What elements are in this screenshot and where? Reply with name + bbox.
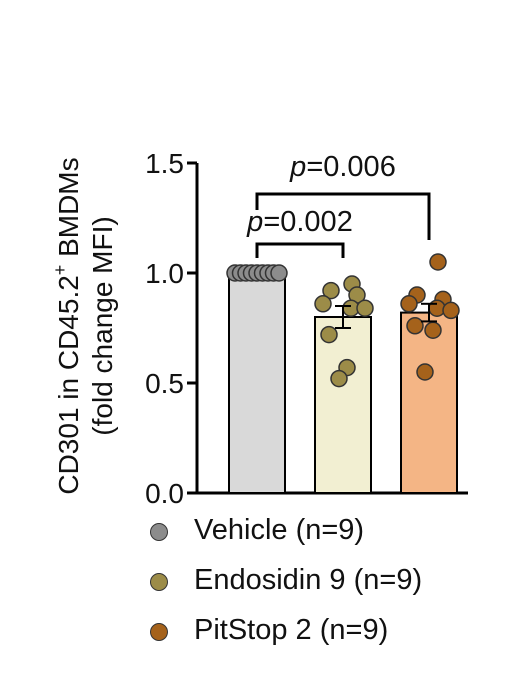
p-value-number: =0.002 <box>263 206 353 238</box>
data-point <box>429 253 447 271</box>
data-point <box>416 363 434 381</box>
legend-marker-pitstop <box>150 623 168 641</box>
y-axis-label-line1: CD301 in CD45.2+ BMDMs <box>50 157 84 494</box>
data-point <box>320 325 338 344</box>
legend-label-pitstop: PitStop 2 (n=9) <box>194 614 389 646</box>
data-point <box>322 281 340 300</box>
p-value-label: p=0.002 <box>246 206 353 238</box>
y-axis-label-superscript: + <box>50 265 70 276</box>
data-point <box>400 295 418 313</box>
y-axis: 0.0 0.5 1.0 1.5 <box>145 148 468 509</box>
legend-label-endosidin: Endosidin 9 (n=9) <box>194 564 423 596</box>
legend-label-vehicle: Vehicle (n=9) <box>194 514 365 546</box>
p-value-number: =0.006 <box>306 151 396 183</box>
error-bars <box>335 302 437 329</box>
bar <box>400 311 458 494</box>
significance-bracket <box>255 242 345 258</box>
y-tick-label: 1.5 <box>145 148 184 179</box>
y-tick-label: 0.0 <box>145 478 184 509</box>
y-tick-label: 1.0 <box>145 258 184 289</box>
p-value-label: p=0.006 <box>289 151 396 183</box>
y-axis-label-text-end: BMDMs <box>53 157 84 264</box>
legend-marker-vehicle <box>150 523 168 541</box>
y-axis-label: CD301 in CD45.2+ BMDMs(fold change MFI) <box>50 157 118 494</box>
p-value-symbol: p <box>246 206 263 238</box>
data-point <box>424 321 442 339</box>
data-point <box>270 264 288 282</box>
data-point <box>356 299 374 317</box>
significance-bracket <box>255 192 431 240</box>
data-point <box>442 301 460 320</box>
bar <box>228 272 286 494</box>
data-point <box>314 295 332 313</box>
y-axis-label-line2: (fold change MFI) <box>87 216 118 435</box>
y-tick-label: 0.5 <box>145 368 184 399</box>
data-point <box>330 369 348 388</box>
data-points <box>226 253 460 388</box>
chart: CD301 in CD45.2+ BMDMs(fold change MFI) … <box>50 148 468 509</box>
data-point <box>406 317 424 335</box>
bars <box>228 272 458 494</box>
p-value-symbol: p <box>289 151 306 183</box>
y-axis-label-text: CD301 in CD45.2 <box>53 275 84 494</box>
legend-marker-endosidin <box>150 573 168 591</box>
bar <box>314 316 372 494</box>
